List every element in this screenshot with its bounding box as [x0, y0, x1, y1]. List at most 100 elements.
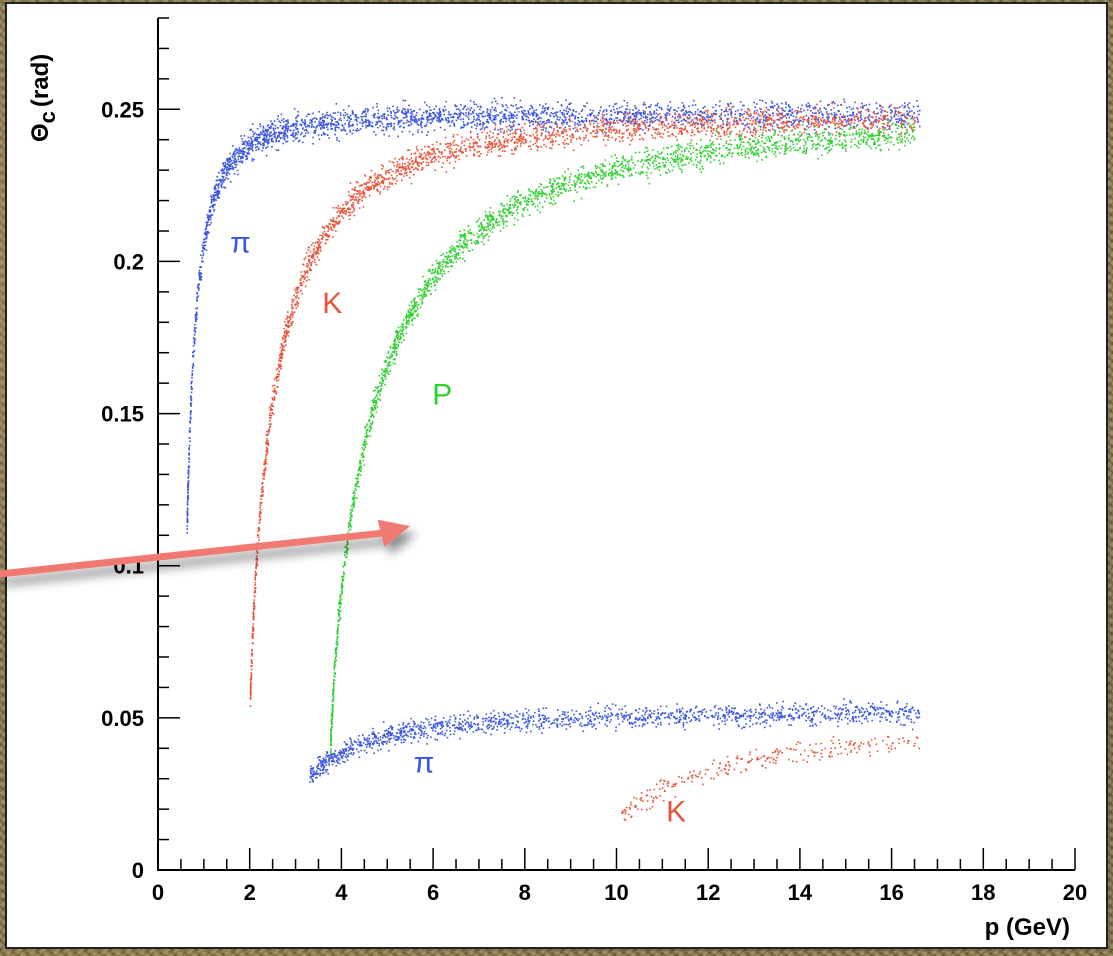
data-point: [290, 129, 292, 132]
data-point: [476, 135, 479, 138]
data-point: [425, 123, 428, 126]
data-point: [702, 107, 704, 109]
data-point: [658, 169, 661, 171]
data-point: [263, 469, 265, 472]
data-point: [330, 125, 333, 128]
data-point: [636, 126, 639, 129]
data-point: [870, 127, 872, 129]
data-point: [581, 119, 583, 122]
data-point: [298, 139, 301, 142]
data-point: [392, 161, 395, 164]
data-point: [489, 140, 491, 143]
data-point: [448, 143, 450, 145]
data-point: [335, 121, 337, 123]
data-point: [707, 120, 709, 123]
data-point: [563, 146, 566, 149]
data-point: [640, 117, 642, 120]
data-point: [553, 128, 555, 130]
data-point: [563, 113, 566, 115]
data-point: [348, 191, 350, 193]
data-point: [697, 114, 700, 116]
data-point: [464, 148, 467, 150]
data-point: [425, 125, 427, 127]
data-point: [305, 115, 308, 118]
data-point: [822, 121, 825, 124]
data-point: [728, 126, 731, 129]
data-point: [642, 138, 645, 141]
data-point: [405, 114, 408, 117]
data-point: [302, 121, 304, 124]
data-point: [318, 259, 320, 261]
data-point: [683, 118, 685, 120]
data-point: [355, 199, 357, 202]
data-point: [426, 134, 428, 136]
data-point: [776, 124, 779, 126]
data-point: [307, 259, 310, 261]
data-point: [666, 127, 669, 130]
data-point: [565, 142, 568, 145]
data-point: [725, 142, 727, 144]
data-point: [364, 121, 367, 124]
data-point: [215, 194, 217, 196]
data-point: [843, 119, 846, 121]
data-point: [768, 118, 770, 121]
data-point: [213, 195, 216, 198]
data-point: [420, 153, 423, 155]
data-point: [368, 181, 370, 184]
data-point: [242, 143, 245, 145]
data-point: [213, 208, 216, 211]
data-point: [675, 119, 677, 122]
data-point: [272, 413, 275, 415]
data-point: [243, 147, 246, 149]
data-point: [647, 129, 650, 132]
data-point: [404, 116, 407, 119]
data-point: [314, 130, 317, 133]
data-point: [466, 116, 469, 118]
data-point: [250, 128, 252, 131]
data-point: [191, 380, 193, 383]
data-point: [260, 509, 262, 511]
data-point: [433, 151, 435, 154]
data-point: [396, 108, 398, 111]
data-point: [397, 123, 400, 126]
data-point: [605, 110, 608, 112]
data-point: [350, 198, 353, 201]
data-point: [798, 122, 800, 124]
data-point: [311, 118, 314, 121]
data-point: [250, 685, 252, 688]
data-point: [243, 135, 246, 137]
data-point: [460, 111, 462, 114]
data-point: [417, 149, 419, 152]
data-point: [510, 113, 513, 115]
data-point: [631, 120, 634, 123]
data-point: [408, 165, 410, 167]
data-point: [235, 153, 237, 155]
data-point: [711, 124, 714, 126]
data-point: [707, 126, 709, 129]
data-point: [596, 125, 598, 127]
data-point: [711, 120, 713, 122]
data-point: [423, 125, 426, 127]
data-point: [609, 129, 611, 131]
data-point: [907, 106, 909, 108]
data-point: [296, 292, 298, 295]
data-point: [877, 112, 879, 115]
data-point: [438, 160, 440, 163]
data-point: [621, 120, 623, 123]
data-point: [281, 344, 284, 347]
data-point: [869, 123, 872, 125]
data-point: [264, 456, 267, 458]
data-point: [710, 127, 713, 130]
data-point: [401, 111, 403, 113]
data-point: [260, 143, 262, 146]
data-point: [278, 120, 280, 123]
data-point: [253, 607, 255, 609]
data-point: [342, 109, 345, 111]
data-point: [266, 447, 268, 450]
data-point: [266, 129, 268, 132]
data-point: [268, 138, 270, 141]
data-point: [517, 111, 520, 113]
data-point: [677, 113, 680, 116]
data-point: [522, 138, 525, 141]
data-point: [476, 232, 479, 235]
